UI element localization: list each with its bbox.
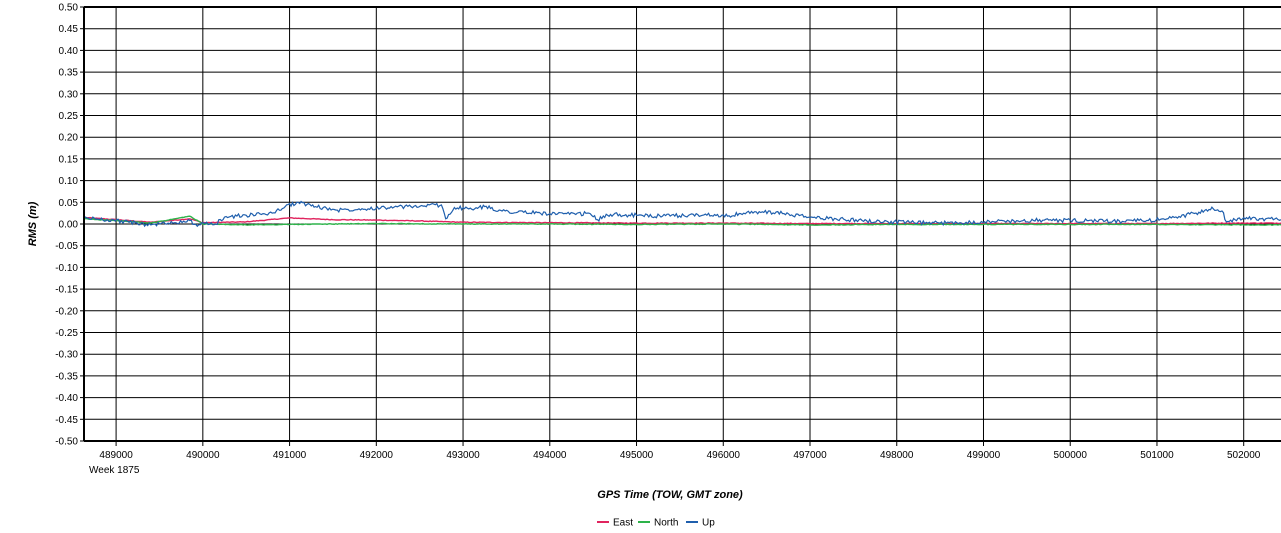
x-tick-label: 489000 — [99, 450, 133, 461]
y-axis-ticks: 0.50 0.45 0.40 0.35 0.30 0.25 0.20 0.15 0.10 0.05… — [55, 3, 84, 448]
y-tick-label: 0.15 — [59, 154, 79, 165]
y-tick-label: 0.05 — [59, 198, 79, 209]
x-tick-label: 499000 — [967, 450, 1001, 461]
x-axis-title: GPS Time (TOW, GMT zone) — [597, 489, 743, 501]
y-tick-label: -0.25 — [55, 328, 78, 339]
y-axis-title: RMS (m) — [27, 201, 39, 246]
y-tick-label: -0.35 — [55, 371, 78, 382]
y-tick-label: 0.25 — [59, 111, 79, 122]
series-line-up — [83, 200, 1281, 228]
x-sublabel: Week 1875 — [89, 465, 140, 476]
x-tick-label: 496000 — [707, 450, 741, 461]
x-tick-label: 498000 — [880, 450, 914, 461]
y-tick-label: -0.20 — [55, 306, 78, 317]
y-tick-label: -0.50 — [55, 437, 78, 448]
legend: East North Up — [597, 518, 715, 529]
y-tick-label: 0.20 — [59, 133, 79, 144]
legend-label-east: East — [613, 518, 633, 529]
y-tick-label: 0.35 — [59, 68, 79, 79]
x-tick-label: 501000 — [1140, 450, 1174, 461]
x-tick-label: 497000 — [793, 450, 827, 461]
x-tick-label: 492000 — [360, 450, 394, 461]
series-line-north — [83, 215, 1281, 226]
y-tick-label: -0.45 — [55, 415, 78, 426]
x-tick-label: 490000 — [186, 450, 220, 461]
x-tick-label: 494000 — [533, 450, 567, 461]
y-tick-label: 0.30 — [59, 89, 79, 100]
y-tick-label: 0.50 — [59, 3, 79, 14]
y-tick-label: 0.00 — [59, 220, 79, 231]
y-tick-label: -0.30 — [55, 350, 78, 361]
y-tick-label: 0.40 — [59, 46, 79, 57]
y-tick-label: -0.05 — [55, 241, 78, 252]
legend-label-up: Up — [702, 518, 715, 529]
series-lines — [83, 200, 1281, 228]
y-tick-label: -0.15 — [55, 285, 78, 296]
series-line-east — [84, 216, 1281, 225]
y-tick-label: -0.40 — [55, 393, 78, 404]
x-tick-label: 491000 — [273, 450, 307, 461]
x-tick-label: 500000 — [1054, 450, 1088, 461]
x-tick-label: 493000 — [446, 450, 480, 461]
x-tick-label: 502000 — [1227, 450, 1261, 461]
y-tick-label: 0.45 — [59, 24, 79, 35]
x-tick-label: 495000 — [620, 450, 654, 461]
legend-label-north: North — [654, 518, 678, 529]
y-tick-label: 0.10 — [59, 176, 79, 187]
x-axis-ticks: 489000 490000 491000 492000 493000 494000 4950… — [99, 441, 1261, 461]
y-tick-label: -0.10 — [55, 263, 78, 274]
